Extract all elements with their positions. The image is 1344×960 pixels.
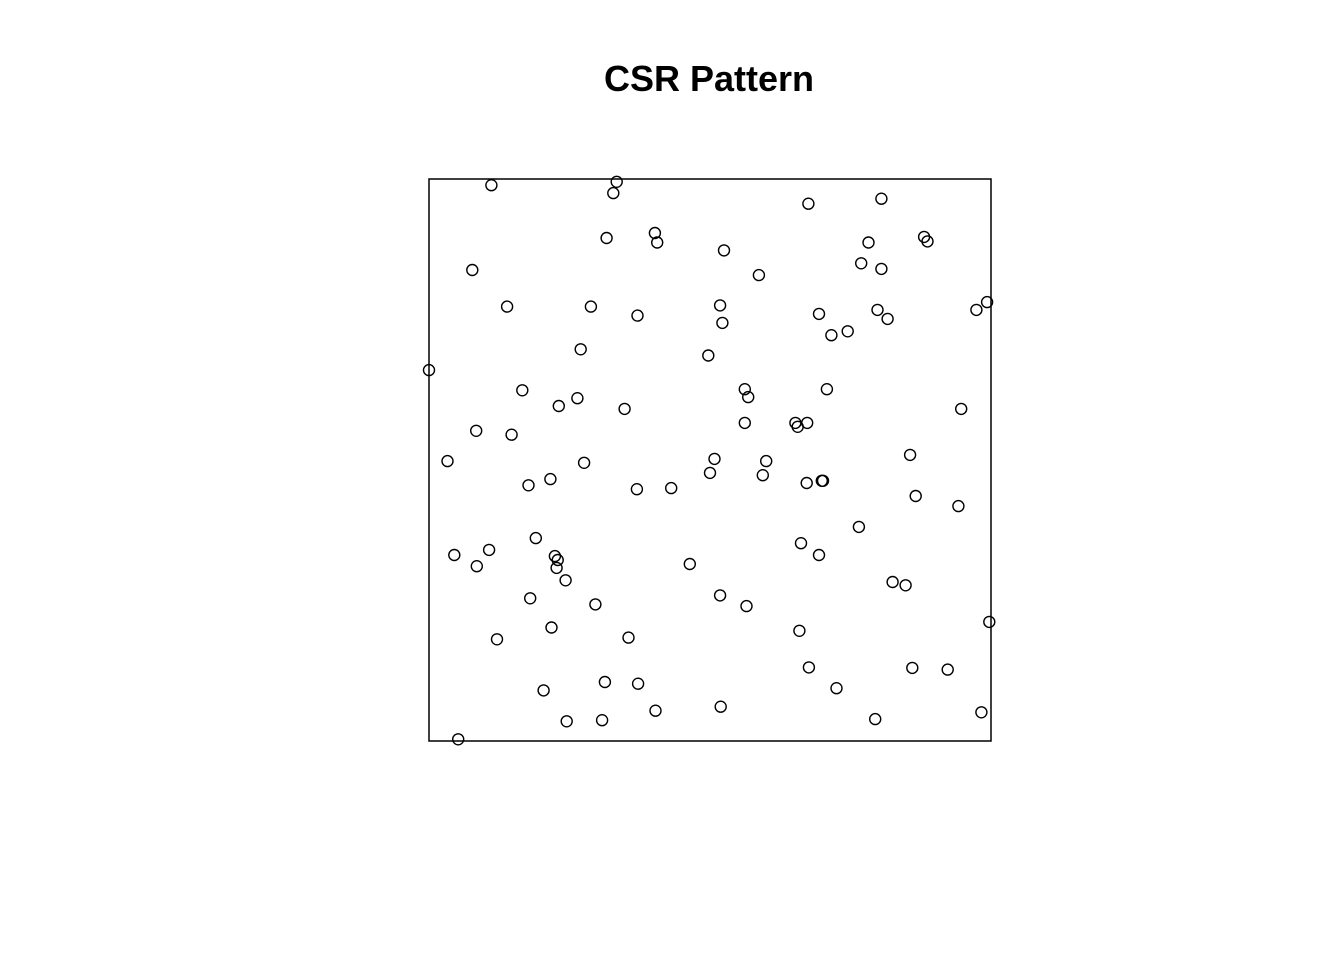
data-point-7 [651, 236, 664, 249]
data-point-26 [825, 329, 838, 342]
data-point-83 [793, 624, 806, 637]
data-point-90 [830, 682, 843, 695]
data-point-67 [470, 560, 483, 573]
data-point-88 [598, 675, 612, 689]
data-point-78 [740, 599, 753, 613]
data-point-32 [571, 392, 584, 405]
data-point-61 [852, 520, 866, 534]
data-point-77 [713, 589, 727, 602]
data-point-20 [812, 307, 826, 321]
data-point-41 [738, 416, 751, 430]
data-point-30 [422, 363, 436, 377]
data-point-60 [952, 499, 965, 513]
data-point-46 [577, 456, 591, 469]
data-point-16 [500, 300, 514, 313]
data-point-84 [802, 661, 816, 674]
data-point-97 [452, 733, 465, 746]
data-point-76 [589, 598, 602, 611]
data-point-6 [648, 226, 662, 240]
data-point-54 [630, 483, 644, 496]
data-point-70 [550, 561, 563, 575]
data-point-1 [610, 175, 623, 189]
data-point-24 [980, 295, 994, 309]
data-point-28 [574, 343, 587, 356]
data-point-73 [886, 575, 899, 589]
data-point-11 [921, 235, 934, 248]
data-point-5 [600, 231, 613, 245]
data-point-13 [855, 257, 868, 270]
data-point-2 [607, 186, 620, 200]
data-point-31 [516, 384, 529, 397]
data-point-93 [560, 715, 573, 728]
data-point-64 [812, 548, 826, 562]
points-layer [422, 175, 996, 746]
data-point-55 [665, 481, 678, 495]
data-point-85 [906, 661, 919, 675]
data-point-9 [862, 236, 875, 249]
data-point-25 [716, 316, 729, 330]
data-point-69 [551, 553, 564, 567]
data-point-65 [448, 548, 461, 562]
data-point-58 [816, 474, 830, 487]
data-point-49 [903, 448, 917, 462]
data-point-4 [875, 192, 888, 205]
data-point-80 [490, 633, 504, 646]
data-point-95 [869, 712, 882, 726]
data-point-38 [955, 402, 968, 416]
data-point-3 [802, 197, 815, 210]
data-point-89 [631, 677, 645, 690]
data-point-91 [649, 704, 662, 717]
data-point-86 [941, 663, 954, 676]
data-point-39 [470, 424, 483, 437]
data-point-27 [841, 325, 854, 338]
data-point-12 [466, 263, 479, 277]
data-point-63 [794, 537, 808, 550]
data-point-82 [622, 631, 635, 644]
data-point-35 [738, 383, 751, 396]
data-point-52 [544, 472, 557, 486]
data-point-17 [584, 300, 598, 313]
data-point-94 [595, 714, 609, 727]
data-point-71 [559, 574, 572, 587]
data-point-37 [820, 383, 834, 396]
data-point-74 [899, 579, 912, 592]
data-point-21 [871, 303, 884, 317]
data-point-0 [485, 178, 498, 192]
data-point-33 [552, 399, 565, 413]
data-point-22 [881, 312, 894, 326]
data-point-45 [441, 454, 454, 468]
data-point-40 [505, 428, 518, 441]
data-point-62 [529, 531, 542, 545]
data-point-18 [631, 309, 644, 322]
data-point-53 [522, 479, 535, 492]
data-point-96 [975, 706, 988, 719]
data-point-66 [482, 543, 496, 557]
data-point-15 [752, 268, 766, 282]
data-point-92 [714, 700, 727, 713]
data-point-79 [983, 615, 996, 629]
data-point-72 [683, 557, 696, 571]
data-point-19 [713, 299, 727, 312]
data-point-87 [537, 684, 550, 697]
data-point-48 [760, 454, 773, 468]
data-point-68 [548, 549, 562, 563]
data-point-51 [756, 469, 769, 482]
data-point-44 [791, 420, 804, 433]
plot-frame [428, 178, 992, 742]
data-point-81 [545, 621, 558, 634]
data-point-8 [717, 244, 731, 257]
data-point-29 [702, 349, 715, 362]
data-point-23 [970, 303, 983, 317]
data-point-50 [703, 466, 717, 480]
data-point-34 [618, 402, 631, 416]
data-point-47 [708, 452, 721, 466]
data-point-59 [909, 489, 922, 503]
data-point-14 [875, 262, 888, 276]
data-point-56 [800, 476, 813, 490]
data-point-36 [742, 390, 755, 404]
chart-title: CSR Pattern [603, 58, 815, 99]
data-point-75 [524, 592, 537, 605]
